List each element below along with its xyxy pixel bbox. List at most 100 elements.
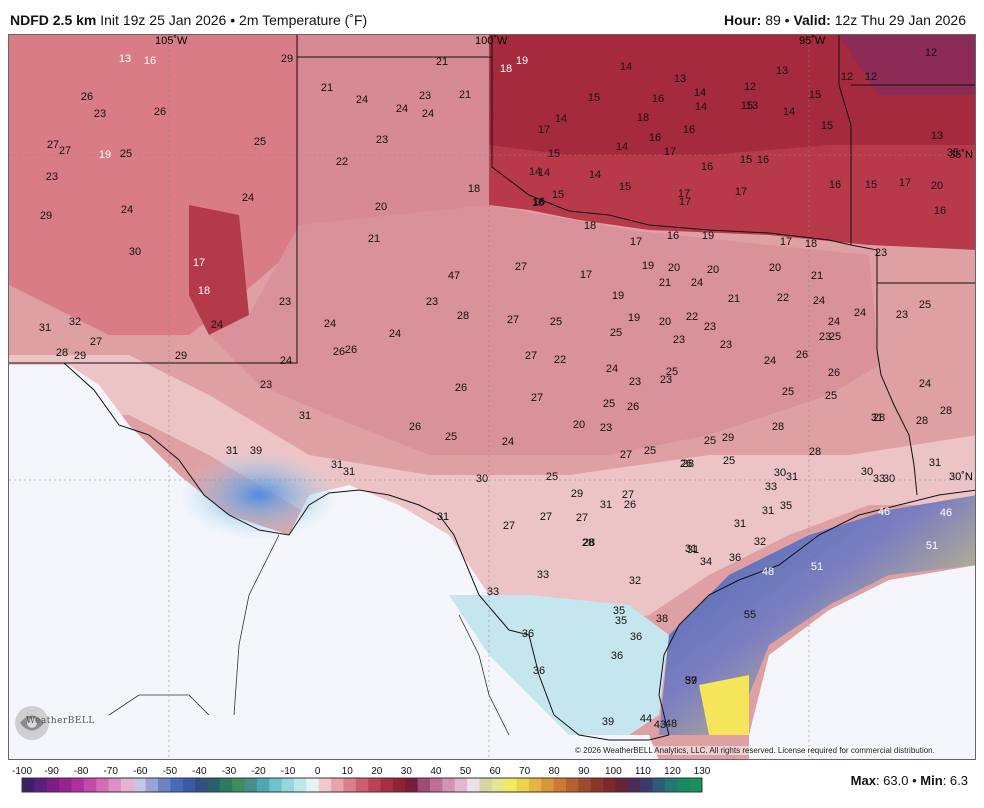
temperature-label: 23 xyxy=(376,134,388,146)
colorbar-cell xyxy=(207,778,221,792)
colorbar-cell xyxy=(269,778,283,792)
southern-region xyxy=(9,355,975,635)
temperature-label: 14 xyxy=(620,61,632,73)
temperature-label: 18 xyxy=(500,63,512,75)
temperature-label: 14 xyxy=(555,113,567,125)
temperature-label: 16 xyxy=(829,179,841,191)
temperature-label: 28 xyxy=(682,458,694,470)
temperature-label: 24 xyxy=(828,316,840,328)
temperature-label: 24 xyxy=(919,378,931,390)
colorbar-cell xyxy=(59,778,72,792)
temperature-label: 43 xyxy=(654,719,666,731)
temperature-label: 30 xyxy=(774,467,786,479)
temperature-label: 32 xyxy=(629,575,641,587)
temperature-label: 14 xyxy=(529,166,541,178)
temperature-label: 16 xyxy=(533,196,545,208)
colorbar-cell xyxy=(627,778,641,792)
temperature-label: 28 xyxy=(582,537,594,549)
colorbar-tick: 130 xyxy=(694,766,711,777)
temperature-label: 16 xyxy=(683,124,695,136)
min-label: Min xyxy=(920,773,943,788)
temperature-map[interactable]: 105˚W 100˚W 95˚W 35˚N 30˚N 13 16 29 21 18 19 1… xyxy=(8,34,976,760)
colorbar-cell xyxy=(22,778,35,792)
temperature-label: 23 xyxy=(704,321,716,333)
temperature-label: 46 xyxy=(940,507,952,519)
temperature-label: 18 xyxy=(198,285,210,297)
temperature-label: 24 xyxy=(211,319,223,331)
colorbar-cell xyxy=(405,778,419,792)
temperature-label: 16 xyxy=(649,132,661,144)
colorbar-cell xyxy=(516,778,530,792)
temperature-label: 24 xyxy=(764,355,776,367)
temperature-label: 27 xyxy=(531,392,543,404)
lon-label: 100˚W xyxy=(475,35,508,47)
temperature-label: 25 xyxy=(782,386,794,398)
hour-value: 89 xyxy=(765,12,781,28)
colorbar-tick: 100 xyxy=(605,766,622,777)
lon-label: 95˚W xyxy=(799,35,826,47)
temperature-label: 23 xyxy=(600,422,612,434)
temperature-label: 17 xyxy=(580,269,592,281)
temperature-label: 28 xyxy=(916,415,928,427)
temperature-label: 29 xyxy=(722,432,734,444)
temperature-label: 25 xyxy=(825,390,837,402)
temperature-label: 27 xyxy=(525,350,537,362)
temperature-label: 24 xyxy=(280,355,292,367)
colorbar-cell xyxy=(615,778,629,792)
temperature-label: 20 xyxy=(668,262,680,274)
temperature-label: 24 xyxy=(606,363,618,375)
hour-label: Hour: xyxy=(723,12,762,28)
temperature-label: 31 xyxy=(600,499,612,511)
colorbar-cell xyxy=(417,778,431,792)
colorbar-cell xyxy=(145,778,159,792)
temperature-label: 20 xyxy=(931,180,943,192)
temperature-label: 33 xyxy=(537,569,549,581)
colorbar-cell xyxy=(664,778,678,792)
colorbar-cell xyxy=(454,778,468,792)
temperature-label: 25 xyxy=(550,316,562,328)
colorbar-cell xyxy=(677,778,691,792)
temperature-label: 19 xyxy=(628,312,640,324)
temperature-label: 21 xyxy=(659,277,671,289)
temperature-label: 15 xyxy=(740,154,752,166)
temperature-label: 46 xyxy=(878,506,890,518)
colorbar-cell xyxy=(652,778,666,792)
temperature-label: 33 xyxy=(487,586,499,598)
temperature-label: 23 xyxy=(896,309,908,321)
temperature-label: 31 xyxy=(762,505,774,517)
temperature-label: 29 xyxy=(40,210,52,222)
colorbar-cell xyxy=(640,778,654,792)
temperature-label: 20 xyxy=(707,264,719,276)
temperature-label: 31 xyxy=(871,412,883,424)
temperature-label: 38 xyxy=(656,613,668,625)
temperature-label: 31 xyxy=(734,518,746,530)
south-texas-cool-band xyxy=(449,595,669,735)
valid-label: Valid: xyxy=(793,12,831,28)
temperature-label: 32 xyxy=(754,536,766,548)
temperature-label: 23 xyxy=(279,296,291,308)
temperature-label: 18 xyxy=(468,183,480,195)
temperature-label: 31 xyxy=(687,544,699,556)
colorbar-cell xyxy=(590,778,604,792)
colorbar-tick: -10 xyxy=(281,766,296,777)
temperature-label: 25 xyxy=(666,366,678,378)
warmest-water xyxy=(699,675,749,735)
colorbar-cell xyxy=(158,778,171,792)
gulf-no-data xyxy=(749,565,975,759)
field-name: 2m Temperature (˚F) xyxy=(239,12,368,28)
header-right: Hour: 89 • Valid: 12z Thu 29 Jan 2026 xyxy=(724,12,966,28)
lat-lon-grid xyxy=(9,35,975,759)
gulf-warm-water xyxy=(659,495,975,735)
temperature-label: 23 xyxy=(875,247,887,259)
temperature-label: 23 xyxy=(629,376,641,388)
colorbar-tick: 20 xyxy=(371,766,383,777)
temperature-label: 30 xyxy=(476,473,488,485)
big-bend-cool-area xyxy=(179,450,339,540)
temperature-label: 31 xyxy=(226,445,238,457)
colorbar-tick: -100 xyxy=(12,766,32,777)
colorbar-cell xyxy=(368,778,382,792)
temperature-label: 23 xyxy=(94,108,106,120)
temperature-label: 25 xyxy=(120,148,132,160)
colorbar-cell xyxy=(182,778,196,792)
